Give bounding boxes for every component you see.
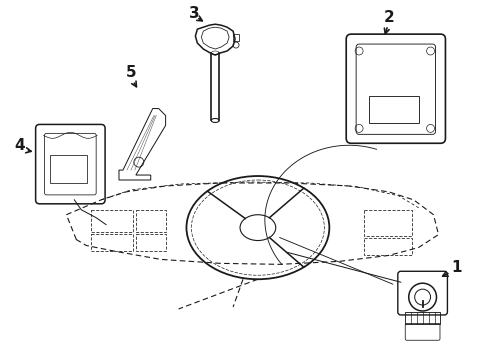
Bar: [369, 96, 418, 123]
Bar: [364, 210, 412, 235]
Bar: [91, 210, 133, 231]
Bar: [49, 155, 87, 183]
Text: 3: 3: [189, 6, 200, 21]
Bar: [91, 234, 133, 251]
Bar: [405, 312, 441, 324]
Text: 1: 1: [451, 260, 462, 275]
Bar: [136, 210, 166, 231]
Text: 5: 5: [125, 65, 136, 80]
Text: 2: 2: [384, 10, 394, 25]
Bar: [364, 238, 412, 255]
Bar: [136, 234, 166, 251]
Text: 4: 4: [14, 138, 25, 153]
